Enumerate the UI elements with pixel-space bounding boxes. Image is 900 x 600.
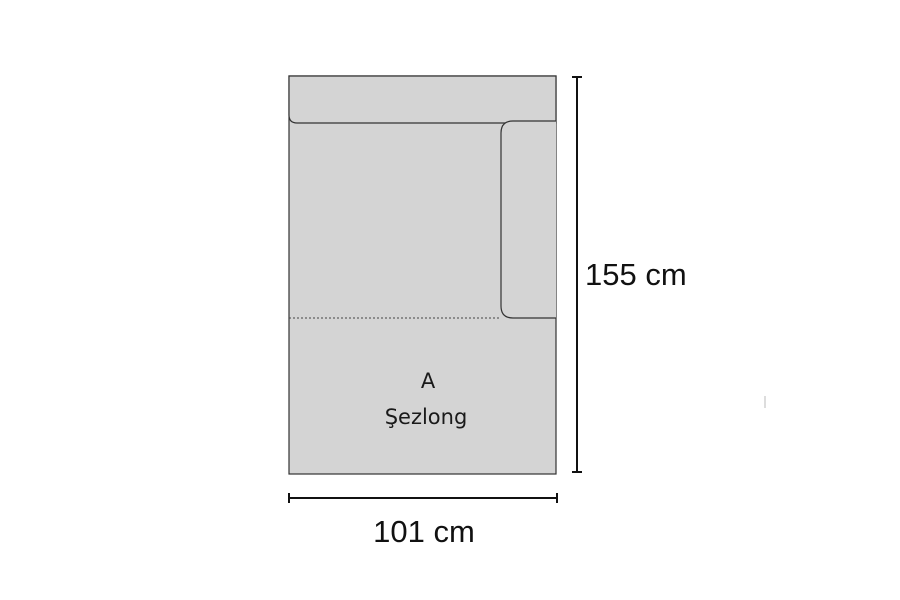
width-dimension-label: 101 cm — [373, 514, 475, 549]
module-code-label: A — [421, 369, 436, 393]
backrest-cushion — [288, 75, 557, 124]
armrest-cushion — [500, 120, 556, 319]
height-dimension-label: 155 cm — [585, 257, 687, 292]
module-name-label: Şezlong — [385, 405, 468, 429]
height-dimension — [572, 76, 582, 473]
width-dimension — [288, 493, 558, 503]
